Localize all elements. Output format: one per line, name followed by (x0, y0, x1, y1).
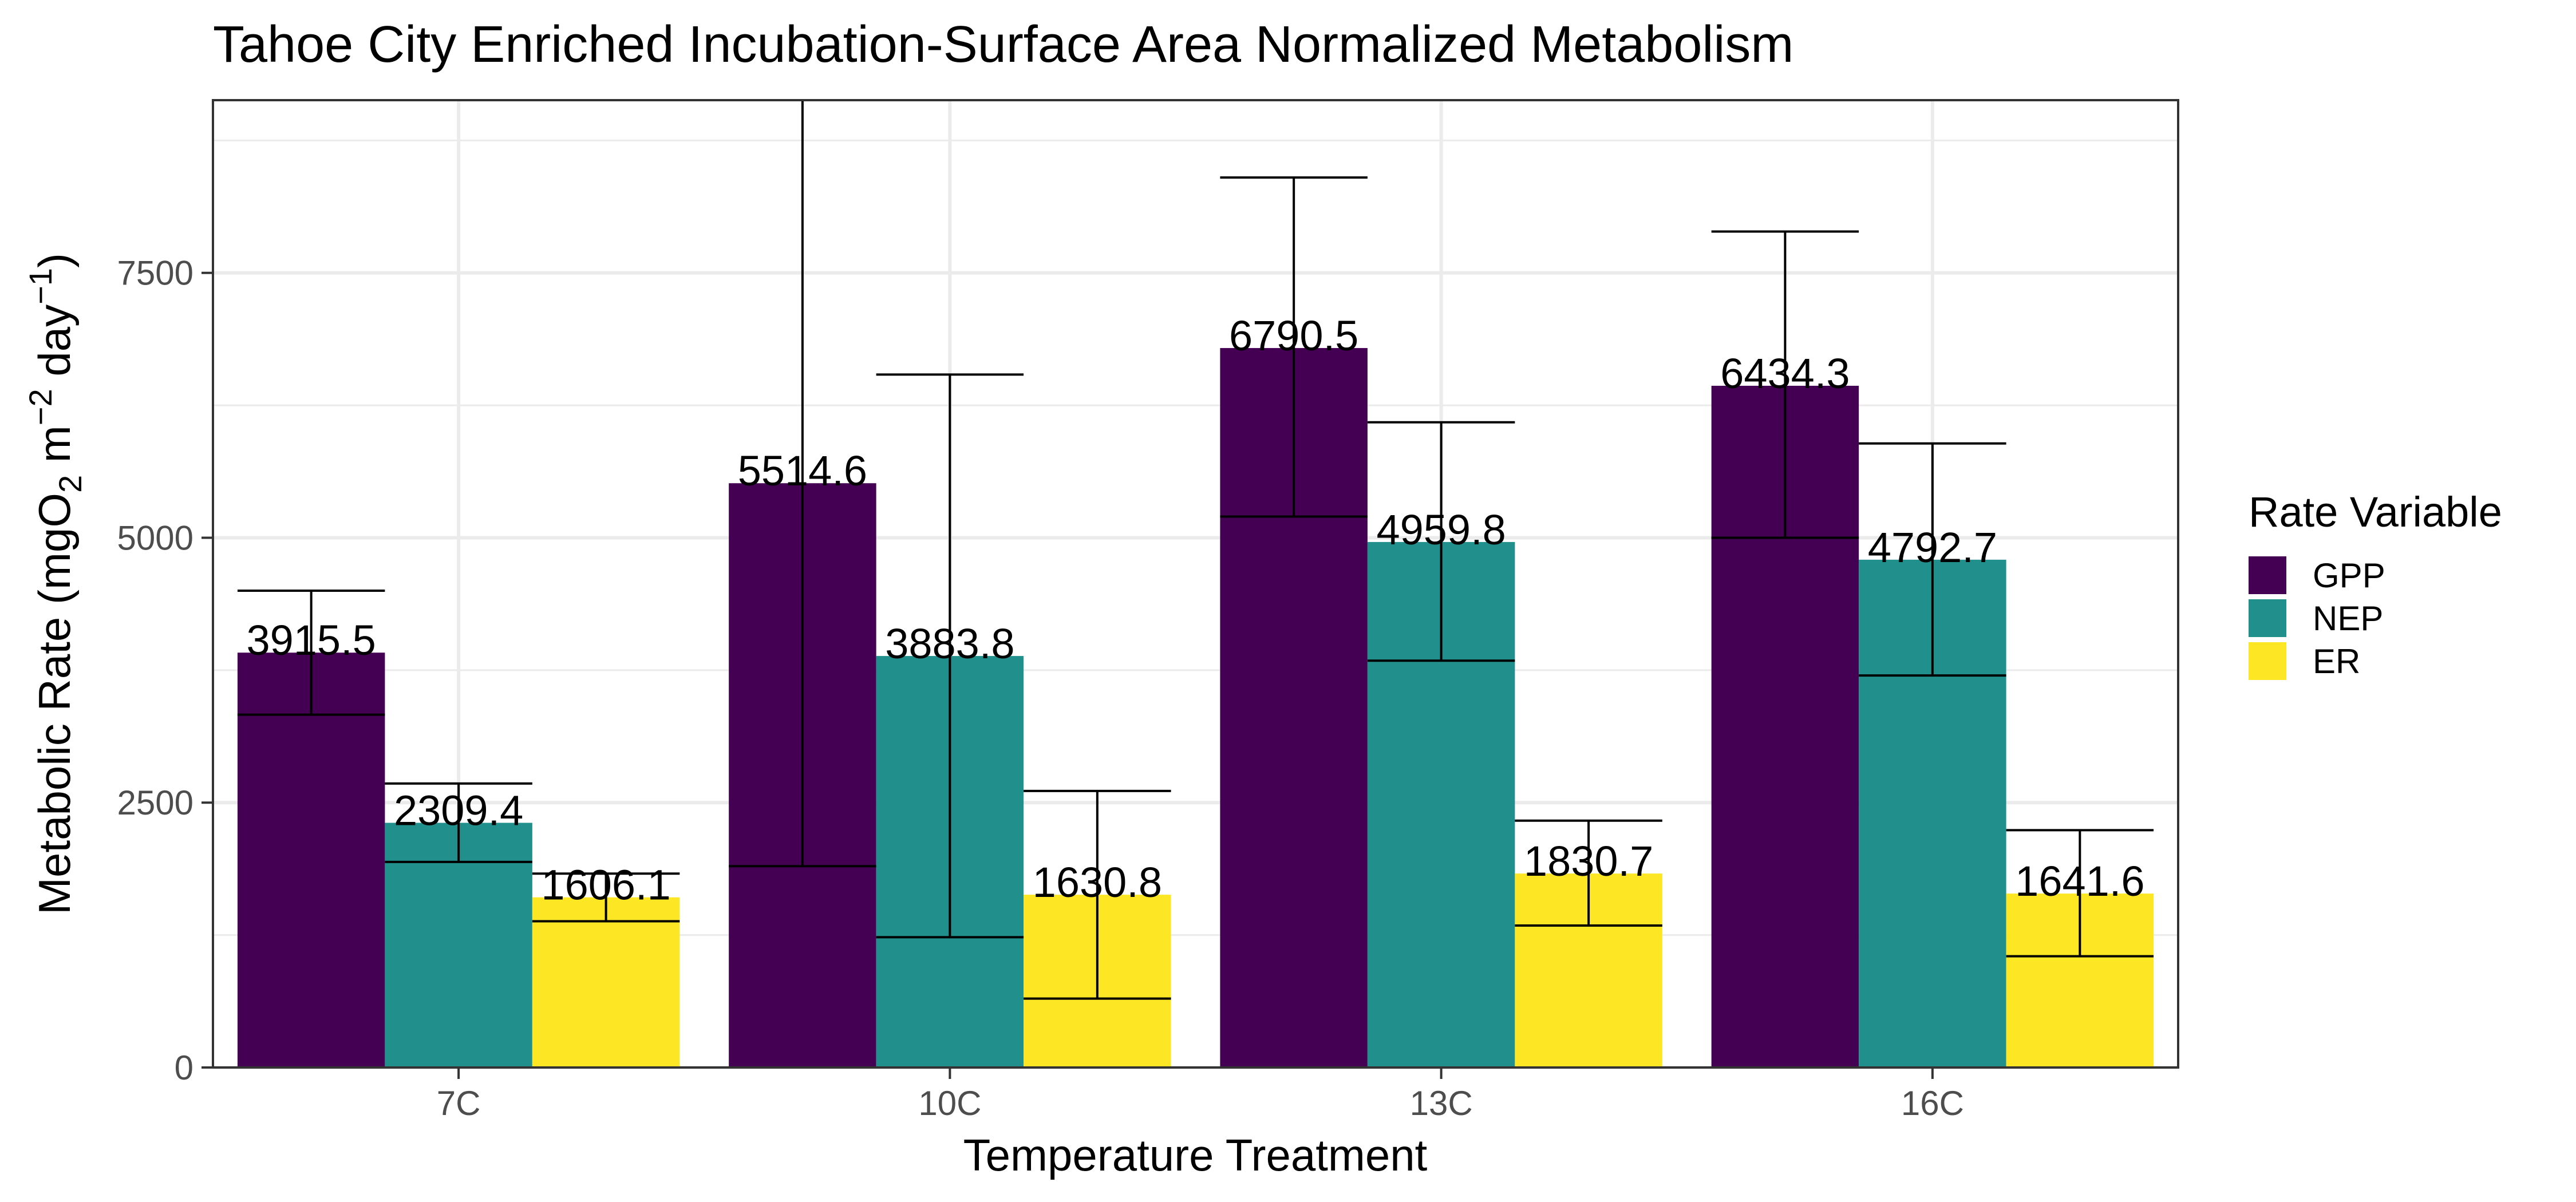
errorbar-er-7c (532, 872, 680, 923)
legend-swatch-nep (2249, 599, 2286, 637)
y-tick-label: 7500 (117, 254, 193, 292)
bar-gpp-7c (237, 653, 385, 1067)
errorbar-er-13c (1515, 819, 1662, 927)
x-tick-label: 16C (1901, 1084, 1964, 1122)
legend: Rate Variable GPP NEP ER (2249, 488, 2502, 681)
data-label-er-16c: 1641.6 (2015, 857, 2144, 905)
data-label-nep-7c: 2309.4 (394, 787, 523, 835)
chart-title: Tahoe City Enriched Incubation-Surface A… (213, 16, 1793, 73)
legend-swatch-gpp (2249, 556, 2286, 594)
y-tick-label: 5000 (117, 519, 193, 557)
data-label-er-13c: 1830.7 (1524, 837, 1653, 885)
data-label-nep-10c: 3883.8 (885, 620, 1014, 667)
data-label-nep-16c: 4792.7 (1868, 524, 1997, 571)
legend-swatch-er (2249, 642, 2286, 680)
legend-label-nep: NEP (2313, 599, 2383, 638)
errorbar-nep-10c (876, 373, 1024, 939)
legend-title: Rate Variable (2249, 488, 2502, 536)
errorbar-nep-7c (385, 782, 532, 863)
data-label-er-10c: 1630.8 (1033, 859, 1162, 906)
bar-er-7c (532, 897, 680, 1067)
data-label-gpp-10c: 5514.6 (738, 447, 867, 495)
y-axis: 0 2500 5000 7500 (117, 254, 213, 1087)
legend-label-gpp: GPP (2313, 556, 2385, 595)
x-tick-label: 7C (437, 1084, 481, 1122)
data-label-gpp-13c: 6790.5 (1229, 312, 1358, 359)
legend-label-er: ER (2313, 642, 2360, 681)
data-label-nep-13c: 4959.8 (1376, 506, 1506, 553)
data-label-gpp-16c: 6434.3 (1720, 350, 1850, 397)
errorbar-er-16c (2006, 829, 2154, 958)
y-tick-label: 2500 (117, 784, 193, 822)
bar-series (237, 348, 2154, 1067)
bar-nep-7c (385, 823, 532, 1067)
x-axis: 7C 10C 13C 16C (437, 1067, 1964, 1122)
errorbar-gpp-10c (729, 100, 876, 868)
data-labels: 3915.5 5514.6 6790.5 6434.3 2309.4 3883.8 4959… (246, 312, 2144, 909)
errorbar-gpp-13c (1220, 176, 1368, 518)
data-label-er-7c: 1606.1 (541, 861, 670, 909)
errorbar-er-10c (1024, 789, 1171, 1000)
error-bars (237, 100, 2154, 1000)
plot-panel-border (212, 99, 2179, 1069)
data-label-gpp-7c: 3915.5 (246, 616, 376, 664)
errorbar-gpp-16c (1711, 230, 1859, 539)
errorbar-nep-13c (1367, 421, 1515, 662)
y-axis-title: Metabolic Rate (mgO2 m−2 day−1) (22, 253, 88, 915)
x-tick-label: 13C (1410, 1084, 1473, 1122)
y-tick-label: 0 (175, 1049, 193, 1087)
x-tick-label: 10C (918, 1084, 981, 1122)
x-axis-title: Temperature Treatment (963, 1130, 1428, 1180)
errorbar-nep-16c (1859, 442, 2006, 677)
errorbar-gpp-7c (237, 590, 385, 716)
